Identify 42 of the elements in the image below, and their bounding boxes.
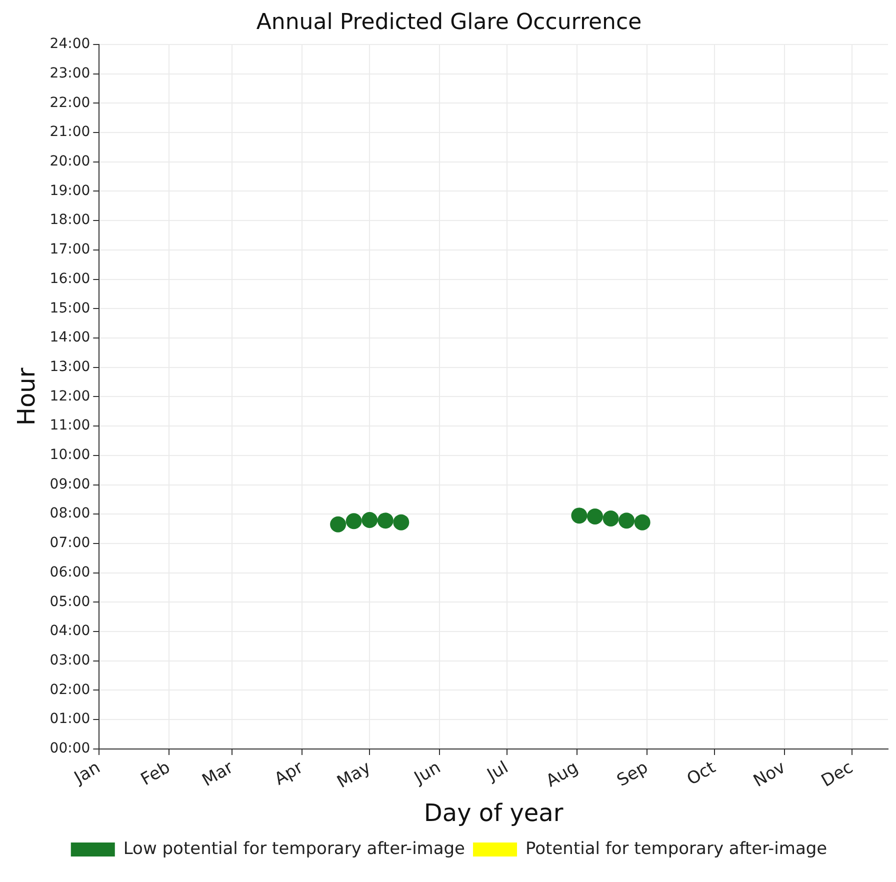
y-tick-label: 14:00 [50, 330, 90, 346]
y-tick-label: 09:00 [50, 476, 90, 492]
chart-title: Annual Predicted Glare Occurrence [256, 10, 642, 35]
x-tick-label: Jan [70, 758, 104, 789]
y-tick-label: 08:00 [50, 506, 90, 522]
x-tick-label: Sep [614, 758, 652, 791]
y-tick-label: 04:00 [50, 623, 90, 640]
legend-label: Potential for temporary after-image [526, 838, 828, 859]
legend-label: Low potential for temporary after-image [123, 838, 466, 859]
y-tick-label: 06:00 [50, 564, 90, 580]
x-tick-label: Aug [542, 758, 582, 792]
y-tick-label: 10:00 [50, 447, 90, 464]
y-tick-label: 15:00 [50, 300, 90, 316]
y-tick-label: 16:00 [50, 270, 90, 287]
y-tick-label: 02:00 [50, 682, 90, 698]
y-tick-label: 00:00 [50, 740, 90, 757]
y-axis-title: Hour [12, 368, 41, 426]
y-tick-label: 07:00 [50, 535, 90, 552]
x-tick-label: Jun [410, 758, 444, 789]
x-tick-label: Apr [271, 758, 307, 790]
x-tick-label: Nov [750, 758, 790, 792]
y-tick-label: 22:00 [50, 94, 90, 111]
x-tick-label: Feb [138, 758, 174, 790]
y-tick-label: 24:00 [50, 36, 90, 52]
x-tick-label: Oct [684, 757, 720, 790]
y-tick-label: 13:00 [50, 358, 90, 375]
y-tick-label: 18:00 [50, 212, 90, 228]
y-tick-label: 21:00 [50, 124, 90, 140]
y-tick-label: 11:00 [50, 418, 90, 434]
y-tick-label: 05:00 [50, 594, 90, 610]
y-tick-label: 23:00 [50, 65, 90, 82]
y-tick-label: 01:00 [50, 711, 90, 728]
y-tick-label: 03:00 [50, 652, 90, 669]
x-tick-label: May [334, 758, 374, 793]
y-tick-label: 19:00 [50, 182, 90, 199]
x-tick-label: Mar [199, 758, 237, 791]
y-tick-label: 12:00 [50, 388, 90, 404]
x-tick-label: Dec [818, 758, 857, 792]
x-tick-label: Jul [483, 758, 512, 786]
x-axis-title: Day of year [424, 798, 564, 827]
y-tick-label: 20:00 [50, 153, 90, 170]
y-tick-label: 17:00 [50, 242, 90, 258]
